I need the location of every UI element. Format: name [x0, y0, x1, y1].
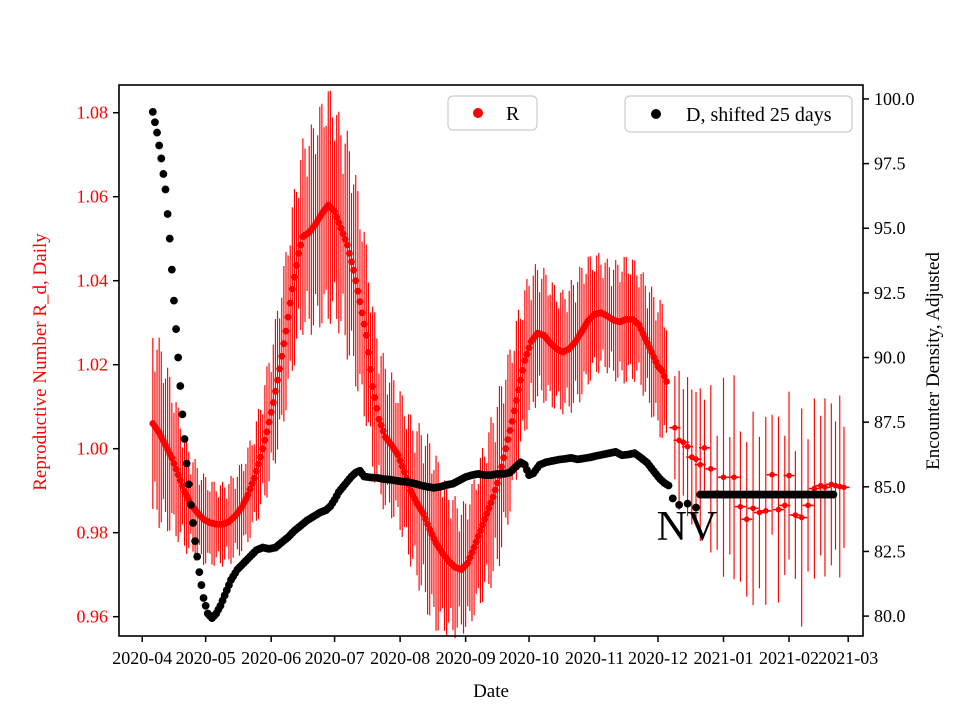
- x-tick-label: 2021-01: [694, 648, 754, 668]
- x-tick-label: 2020-10: [499, 648, 559, 668]
- x-tick-label: 2020-07: [305, 648, 365, 668]
- annotation-nv: NV: [657, 504, 718, 550]
- y-right-tick-label: 100.0: [874, 89, 915, 109]
- y-left-tick-label: 1.00: [77, 439, 109, 459]
- legend-r: R: [447, 95, 538, 131]
- x-tick-label: 2021-02: [759, 648, 819, 668]
- x-tick-label: 2020-06: [241, 648, 301, 668]
- x-tick-label: 2020-05: [176, 648, 236, 668]
- x-tick-label: 2020-08: [370, 648, 430, 668]
- legend-d-label: D, shifted 25 days: [686, 104, 832, 126]
- right-axis-label: Encounter Density, Adjusted: [923, 252, 944, 470]
- x-tick-label: 2020-12: [628, 648, 688, 668]
- x-axis-label: Date: [473, 681, 509, 702]
- legend-d-marker-icon: [651, 109, 661, 119]
- y-right-tick-label: 80.0: [874, 606, 906, 626]
- y-right-tick-label: 87.5: [874, 412, 906, 432]
- legend-d: D, shifted 25 days: [624, 95, 853, 133]
- y-left-tick-label: 1.04: [77, 271, 109, 291]
- y-left-tick-label: 1.02: [77, 355, 109, 375]
- y-left-tick-label: 0.98: [77, 523, 109, 543]
- y-right-tick-label: 92.5: [874, 283, 906, 303]
- y-left-tick-label: 1.06: [77, 187, 109, 207]
- y-right-tick-label: 85.0: [874, 477, 906, 497]
- y-right-tick-label: 97.5: [874, 154, 906, 174]
- legend-d-box: [624, 95, 853, 133]
- axes-layer: 2020-04 2020-05 2020-06 2020-07 2020-08 2020-…: [77, 84, 915, 668]
- legend-r-box: [447, 95, 538, 131]
- series-layer: [148, 90, 850, 639]
- x-tick-label: 2020-11: [565, 648, 624, 668]
- y-right-tick-label: 90.0: [874, 348, 906, 368]
- y-right-tick-label: 82.5: [874, 541, 906, 561]
- legend-r-marker-icon: [473, 108, 483, 118]
- x-tick-label: 2020-09: [436, 648, 496, 668]
- y-right-tick-label: 95.0: [874, 218, 906, 238]
- y-left-tick-label: 1.08: [77, 103, 109, 123]
- x-tick-label: 2020-04: [112, 648, 172, 668]
- left-axis-label: Reproductive Number R_d, Daily: [30, 233, 51, 491]
- y-left-tick-label: 0.96: [77, 607, 109, 627]
- x-tick-label: 2021-03: [818, 648, 878, 668]
- legend-r-label: R: [506, 103, 520, 125]
